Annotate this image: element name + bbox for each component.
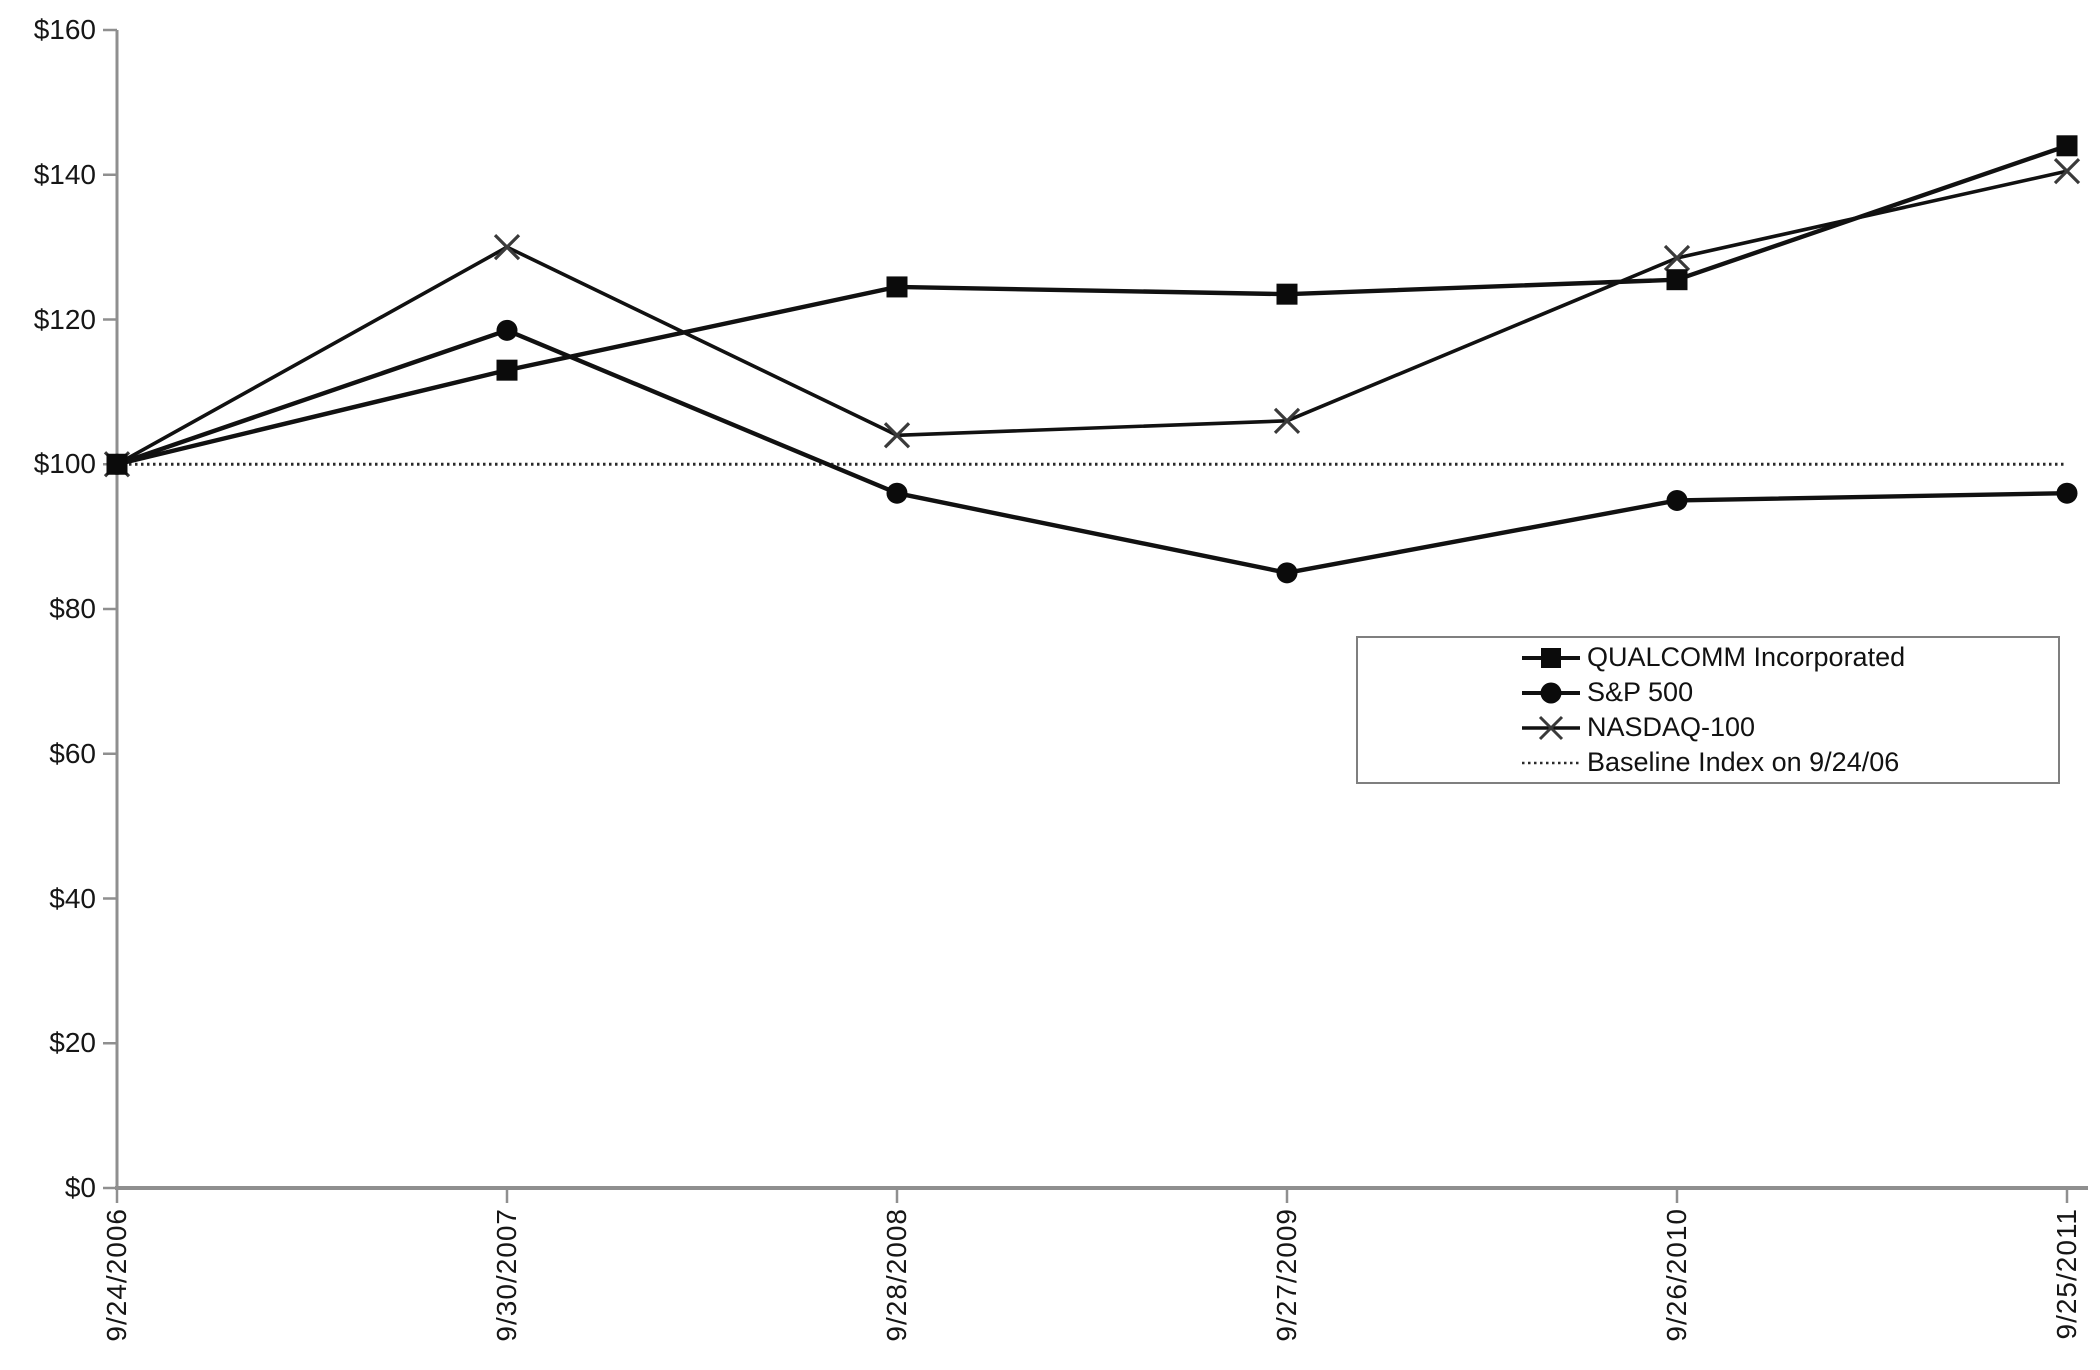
x-marker-icon <box>493 233 521 261</box>
x-marker-icon <box>1273 407 1301 434</box>
legend-entry-baseline: Baseline Index on 9/24/06 <box>1520 747 2058 778</box>
legend-entry-sp500: S&P 500 <box>1520 677 2058 708</box>
circle-marker-icon <box>1522 682 1580 703</box>
square-marker-icon <box>106 453 128 475</box>
x-tick-label: 9/24/2006 <box>101 1208 132 1342</box>
x-tick-label: 9/25/2011 <box>2051 1208 2082 1340</box>
x-tick-label: 9/30/2007 <box>491 1208 522 1342</box>
y-tick-label: $100 <box>33 448 96 480</box>
legend-label: QUALCOMM Incorporated <box>1587 642 1906 672</box>
y-tick-label: $120 <box>33 303 96 335</box>
y-tick-label: $160 <box>33 14 96 45</box>
legend-label: Baseline Index on 9/24/06 <box>1587 747 1900 777</box>
y-tick-label: $80 <box>49 593 96 624</box>
legend-entry-nasdaq: NASDAQ-100 <box>1520 712 2058 743</box>
x-marker-icon <box>1522 715 1580 740</box>
x-tick-label: 9/28/2008 <box>881 1208 912 1342</box>
circle-marker-icon <box>1276 562 1298 584</box>
x-tick-label: 9/26/2010 <box>1661 1208 1692 1342</box>
x-marker-icon <box>2053 157 2081 185</box>
x-marker-icon <box>1663 244 1691 272</box>
series-line-square <box>116 143 2068 467</box>
series-line-x <box>116 169 2068 466</box>
legend-entry-qualcomm: QUALCOMM Incorporated <box>1520 642 2058 673</box>
y-tick-label: $60 <box>49 737 96 769</box>
legend-label: NASDAQ-100 <box>1587 712 1756 742</box>
legend: QUALCOMM Incorporated S&P 500 NASDAQ-100… <box>1356 636 2060 784</box>
y-tick-label: $140 <box>33 158 96 190</box>
circle-marker-icon <box>886 482 908 504</box>
circle-marker-icon <box>2056 482 2078 504</box>
y-tick-label: $0 <box>64 1172 96 1203</box>
circle-marker-icon <box>1666 489 1688 511</box>
square-marker-icon <box>1276 283 1298 305</box>
square-marker-icon <box>2056 135 2078 157</box>
square-marker-icon <box>1666 269 1688 291</box>
circle-marker-icon <box>496 319 518 341</box>
dotted-line-icon <box>1522 761 1580 764</box>
y-tick-label: $20 <box>49 1027 96 1059</box>
square-marker-icon <box>496 359 518 381</box>
x-marker-icon <box>883 422 911 449</box>
legend-label: S&P 500 <box>1587 677 1694 707</box>
x-tick-label: 9/27/2009 <box>1271 1208 1302 1342</box>
square-marker-icon <box>1522 647 1580 668</box>
square-marker-icon <box>886 276 908 298</box>
series-line-circle <box>116 328 2068 576</box>
y-tick-label: $40 <box>49 882 96 914</box>
